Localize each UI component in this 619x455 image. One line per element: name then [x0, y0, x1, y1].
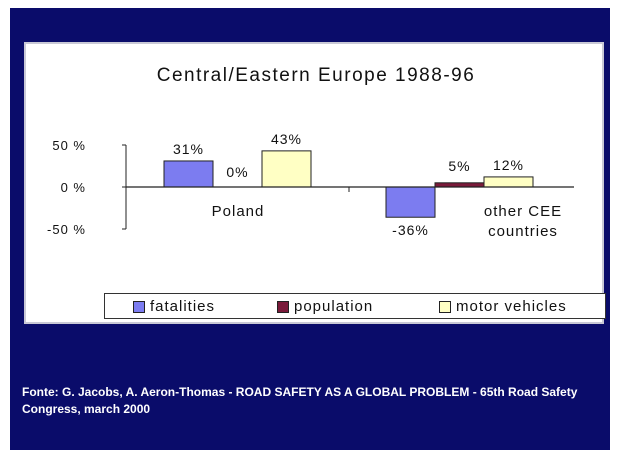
bar-population: [434, 182, 485, 188]
y-tick-label: 50 %: [52, 138, 86, 153]
data-label: 5%: [448, 158, 470, 174]
chart-title: Central/Eastern Europe 1988-96: [157, 65, 476, 86]
category-label: Poland: [212, 203, 265, 220]
y-tick-label: 0 %: [61, 180, 86, 195]
data-label: -36%: [392, 222, 429, 238]
bar-fatalities: [163, 160, 214, 188]
legend-item-fatalities: fatalities: [133, 298, 215, 315]
legend-label-motor-vehicles: motor vehicles: [456, 298, 567, 315]
legend-item-motor-vehicles: motor vehicles: [439, 298, 567, 315]
legend-swatch-population: [277, 300, 289, 313]
bar-fatalities: [385, 186, 436, 218]
chart-panel: Central/Eastern Europe 1988-96 50 % 0 % -50…: [24, 42, 606, 324]
legend-label-population: population: [294, 298, 374, 315]
source-caption: Fonte: G. Jacobs, A. Aeron-Thomas - ROAD…: [22, 385, 578, 416]
bar-motor-vehicles: [261, 150, 312, 188]
y-tick-label: -50 %: [47, 222, 86, 237]
data-label: 0%: [226, 164, 248, 180]
bar-motor-vehicles: [483, 176, 534, 188]
data-label: 43%: [271, 131, 302, 147]
data-label: 12%: [493, 157, 524, 173]
legend-swatch-fatalities: [133, 300, 145, 313]
legend-item-population: population: [277, 298, 373, 315]
category-label: countries: [488, 223, 558, 240]
legend-swatch-motor-vehicles: [439, 300, 451, 313]
chart-legend: fatalities population motor vehicles: [104, 293, 606, 319]
bar-chart: Central/Eastern Europe 1988-96 50 % 0 % -50…: [47, 65, 574, 240]
category-label: other CEE: [484, 203, 562, 220]
legend-label-fatalities: fatalities: [150, 298, 216, 315]
data-label: 31%: [173, 141, 204, 157]
